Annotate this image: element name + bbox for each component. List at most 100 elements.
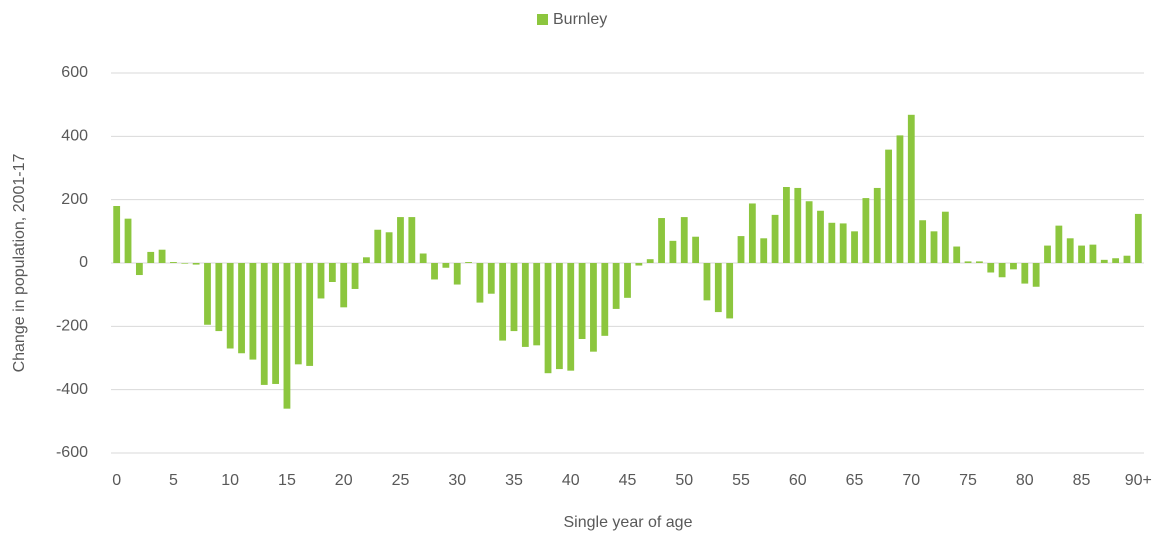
- bar: [987, 263, 995, 273]
- bar: [760, 238, 768, 263]
- bar: [828, 222, 836, 263]
- bar: [590, 263, 597, 352]
- x-tick-label: 65: [846, 472, 864, 489]
- bar: [294, 263, 302, 365]
- bar: [521, 263, 529, 347]
- bar: [703, 263, 711, 301]
- bar: [1055, 225, 1063, 263]
- legend-swatch: [537, 14, 548, 25]
- y-tick-label: 400: [61, 128, 88, 145]
- bar: [646, 259, 654, 263]
- bar: [794, 187, 802, 263]
- bar: [181, 263, 189, 264]
- bar: [476, 263, 484, 303]
- bar: [1134, 213, 1142, 263]
- bar: [487, 263, 495, 294]
- legend-label: Burnley: [553, 11, 607, 28]
- y-tick-label: -400: [56, 381, 88, 398]
- y-tick-label: 600: [61, 64, 88, 81]
- x-tick-label: 45: [619, 472, 637, 489]
- bar: [919, 220, 927, 263]
- x-tick-label: 30: [448, 472, 466, 489]
- x-tick-label: 75: [959, 472, 977, 489]
- bar: [896, 135, 904, 263]
- bar: [113, 206, 121, 263]
- bar: [737, 236, 745, 263]
- bar: [692, 236, 700, 263]
- bar: [964, 261, 972, 263]
- bar: [669, 240, 677, 263]
- bar: [1021, 263, 1029, 284]
- bar: [624, 263, 631, 298]
- bar: [873, 187, 881, 263]
- y-tick-label: 0: [79, 254, 88, 271]
- y-axis-label: Change in population, 2001-17: [11, 153, 28, 372]
- x-tick-label: 25: [392, 472, 410, 489]
- bar: [555, 263, 563, 370]
- bar: [680, 217, 688, 263]
- bar: [465, 262, 472, 263]
- bar: [748, 203, 756, 263]
- bar: [1078, 245, 1085, 263]
- bar: [1010, 263, 1017, 270]
- x-tick-label: 80: [1016, 472, 1034, 489]
- bar: [238, 263, 245, 354]
- bar: [226, 263, 234, 349]
- bar: [578, 263, 586, 339]
- bar: [328, 263, 336, 282]
- bar: [885, 149, 892, 263]
- bar: [499, 263, 507, 341]
- bar: [851, 231, 858, 263]
- bar: [249, 263, 257, 360]
- bar: [510, 263, 518, 332]
- bar: [771, 214, 779, 263]
- bar: [385, 232, 393, 263]
- bar: [817, 210, 824, 263]
- bar: [658, 218, 665, 263]
- y-tick-label: -600: [56, 444, 88, 461]
- bar: [930, 231, 938, 263]
- bar: [408, 217, 416, 263]
- bar: [726, 263, 734, 319]
- bar: [1123, 255, 1131, 263]
- bar: [1066, 238, 1074, 263]
- bar: [601, 263, 609, 336]
- bar: [783, 187, 790, 263]
- bar: [351, 263, 359, 289]
- bar: [1032, 263, 1040, 287]
- bar: [283, 263, 291, 409]
- bar: [453, 263, 461, 285]
- x-tick-label: 90+: [1125, 472, 1152, 489]
- x-tick-label: 70: [902, 472, 920, 489]
- bar: [135, 263, 143, 276]
- bar: [215, 263, 223, 332]
- bar: [1089, 244, 1097, 263]
- bar: [567, 263, 575, 371]
- bar: [431, 263, 438, 280]
- bar: [714, 263, 722, 313]
- x-tick-label: 50: [675, 472, 693, 489]
- bar: [124, 218, 132, 263]
- x-axis-label: Single year of age: [564, 514, 693, 531]
- bar: [442, 263, 450, 268]
- bar: [272, 263, 280, 384]
- bar: [805, 201, 813, 263]
- bar: [839, 223, 847, 263]
- bar: [363, 257, 370, 263]
- x-tick-label: 55: [732, 472, 750, 489]
- bar: [397, 217, 404, 263]
- x-tick-label: 40: [562, 472, 580, 489]
- bar: [907, 114, 915, 263]
- bar: [306, 263, 314, 366]
- y-tick-label: 200: [61, 191, 88, 208]
- bar: [260, 263, 268, 385]
- x-tick-label: 10: [221, 472, 239, 489]
- bar: [953, 246, 961, 263]
- bar: [635, 263, 643, 266]
- bar: [975, 261, 983, 263]
- x-tick-label: 20: [335, 472, 353, 489]
- x-tick-label: 85: [1073, 472, 1091, 489]
- x-tick-label: 15: [278, 472, 296, 489]
- bar: [998, 263, 1006, 278]
